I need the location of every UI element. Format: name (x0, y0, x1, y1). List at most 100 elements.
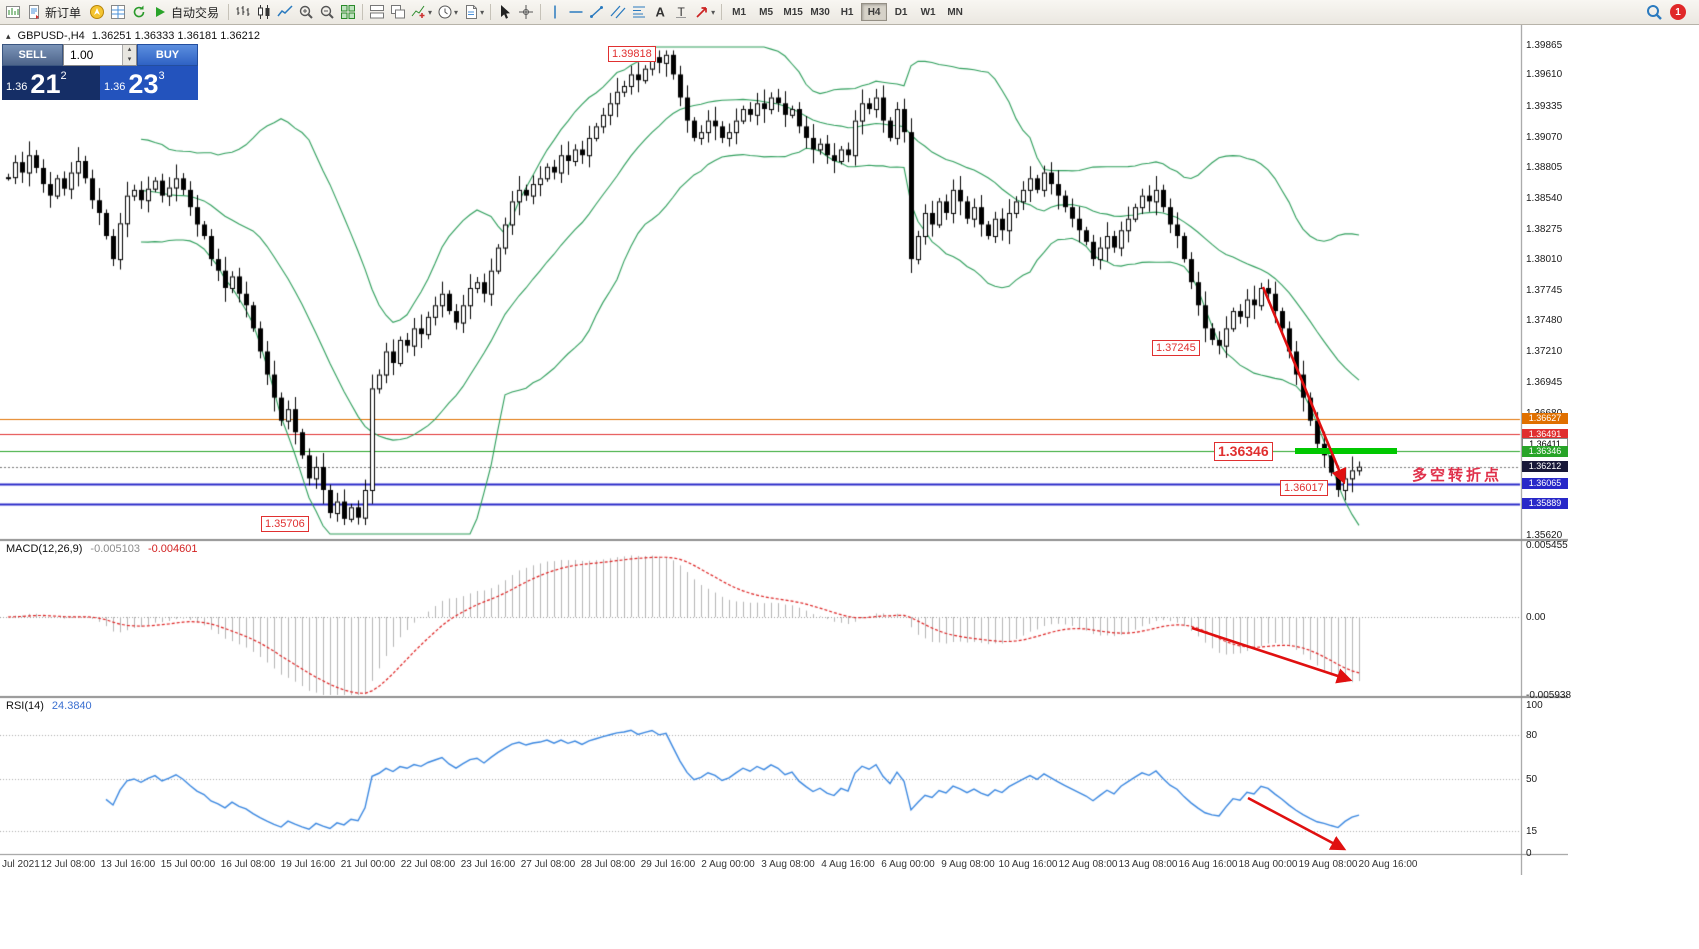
timeframe-m1[interactable]: M1 (732, 6, 747, 18)
navigator-icon[interactable] (129, 2, 149, 22)
crosshair-icon[interactable] (516, 2, 536, 22)
price-scale-label: 1.39335 (1526, 101, 1563, 113)
time-axis-label: 28 Jul 08:00 (580, 859, 636, 870)
time-axis-label: 12 Jul 08:00 (40, 859, 96, 870)
trade-controls-row: SELL ▴ ▾ BUY (2, 44, 198, 66)
toolbar: 新订单 自动交易 ▾ (0, 0, 1699, 25)
arrange-windows-icon[interactable] (367, 2, 387, 22)
price-annotation[interactable]: 1.36346 (1214, 442, 1273, 461)
price-scale-label: 1.38540 (1526, 192, 1563, 204)
timeframe-w1[interactable]: W1 (920, 6, 936, 18)
symbol-label: GBPUSD-,H4 (17, 30, 85, 42)
templates-icon[interactable]: ▾ (461, 2, 486, 22)
timeframe-toolbar: M1 M5 M15 M30 H1 H4 D1 W1 MN (726, 3, 968, 21)
periods-icon[interactable]: ▾ (435, 2, 460, 22)
price-scale-label: 1.36680 (1526, 408, 1562, 419)
volume-input[interactable] (64, 45, 122, 65)
time-axis-label: 19 Jul 16:00 (280, 859, 336, 870)
sell-price-pips: 21 (30, 69, 61, 99)
timeframe-m30[interactable]: M30 (810, 6, 830, 18)
support-zone-highlight[interactable] (1295, 448, 1397, 455)
new-order-button[interactable]: 新订单 (24, 2, 86, 22)
buy-price-display[interactable]: 1.36 23 3 (100, 66, 198, 100)
price-annotation[interactable]: 1.36017 (1280, 480, 1328, 496)
vertical-line-tool-icon[interactable] (545, 2, 565, 22)
timeframe-m5[interactable]: M5 (759, 6, 774, 18)
toolbar-right-group: 1 (1644, 2, 1696, 22)
toolbar-separator (362, 4, 364, 20)
new-chart-icon[interactable] (3, 2, 23, 22)
autotrading-label: 自动交易 (171, 5, 220, 20)
ohlc-values: 1.36251 1.36333 1.36181 1.36212 (91, 30, 260, 42)
toolbar-separator (490, 4, 492, 20)
timeframe-m15[interactable]: M15 (783, 6, 803, 18)
time-axis-label: 6 Aug 00:00 (881, 859, 935, 870)
price-tag: 1.36491 (1522, 428, 1568, 440)
indicators-icon[interactable]: ▾ (409, 2, 434, 22)
buy-button[interactable]: BUY (137, 44, 198, 66)
periods-caret-icon: ▾ (454, 7, 459, 17)
timeframe-h1[interactable]: H1 (840, 6, 854, 18)
tile-windows-icon[interactable] (338, 2, 358, 22)
collapse-trade-panel-icon[interactable]: ▴ (6, 30, 11, 41)
arrows-tool-icon[interactable]: ▾ (692, 2, 717, 22)
macd-name: MACD(12,26,9) (6, 543, 83, 555)
price-annotation[interactable]: 1.35706 (261, 516, 309, 532)
text-tool-icon[interactable]: A (650, 2, 670, 22)
macd-scale-label: 0.00 (1526, 612, 1546, 623)
price-annotation[interactable]: 1.37245 (1152, 340, 1200, 356)
compass-icon[interactable] (87, 2, 107, 22)
cursor-icon[interactable] (495, 2, 515, 22)
timeframe-mn[interactable]: MN (947, 6, 963, 18)
time-axis-label: 21 Jul 00:00 (340, 859, 396, 870)
rsi-label: RSI(14) 24.3840 (6, 700, 92, 712)
one-click-trading-panel: SELL ▴ ▾ BUY 1.36 21 2 1.36 23 3 (2, 44, 198, 100)
price-scale-label: 1.35620 (1526, 530, 1563, 541)
price-scale-label: 1.37480 (1526, 315, 1563, 327)
fibonacci-tool-icon[interactable] (629, 2, 649, 22)
zoom-out-icon[interactable] (317, 2, 337, 22)
cascade-windows-icon[interactable] (388, 2, 408, 22)
label-tool-icon[interactable]: T (671, 2, 691, 22)
time-axis-label: 16 Aug 16:00 (1178, 859, 1238, 870)
svg-text:T: T (678, 5, 686, 19)
channel-tool-icon[interactable] (608, 2, 628, 22)
notification-badge[interactable]: 1 (1670, 4, 1686, 20)
rsi-scale-label: 50 (1526, 774, 1538, 785)
trendline-tool-icon[interactable] (587, 2, 607, 22)
candlestick-mode-icon[interactable] (254, 2, 274, 22)
price-annotation[interactable]: 1.39818 (608, 46, 656, 62)
rsi-scale-label: 0 (1526, 848, 1532, 859)
market-watch-icon[interactable] (108, 2, 128, 22)
sell-button[interactable]: SELL (2, 44, 63, 66)
zoom-in-icon[interactable] (296, 2, 316, 22)
horizontal-line-tool-icon[interactable] (566, 2, 586, 22)
line-chart-mode-icon[interactable] (275, 2, 295, 22)
volume-up-button[interactable]: ▴ (123, 45, 136, 55)
autotrading-button[interactable]: 自动交易 (150, 2, 224, 22)
timeframe-d1[interactable]: D1 (894, 6, 908, 18)
price-scale-label: 1.37745 (1526, 284, 1563, 296)
price-tag: 1.36212 (1522, 461, 1568, 473)
templates-caret-icon: ▾ (480, 7, 485, 17)
time-axis-label: 16 Jul 08:00 (220, 859, 276, 870)
sell-price-prefix: 1.36 (6, 81, 28, 93)
sell-price-display[interactable]: 1.36 21 2 (2, 66, 100, 100)
toolbar-separator (228, 4, 230, 20)
toolbar-separator (540, 4, 542, 20)
time-axis-label: 22 Jul 08:00 (400, 859, 456, 870)
indicators-caret-icon: ▾ (428, 7, 433, 17)
macd-scale-label: -0.005938 (1526, 690, 1572, 701)
time-axis-label: 10 Aug 16:00 (998, 859, 1058, 870)
macd-scale-label: 0.005455 (1526, 540, 1568, 552)
volume-down-button[interactable]: ▾ (123, 55, 136, 65)
search-icon[interactable] (1644, 2, 1665, 22)
time-axis-label: 13 Jul 16:00 (100, 859, 156, 870)
timeframe-h4[interactable]: H4 (861, 3, 888, 21)
time-axis-label: 23 Jul 16:00 (460, 859, 516, 870)
price-tag: 1.36627 (1522, 413, 1568, 425)
turning-point-note[interactable]: 多空转折点 (1412, 467, 1503, 484)
buy-price-pipette: 3 (158, 70, 165, 82)
price-tag: 1.35889 (1522, 498, 1568, 510)
bar-chart-mode-icon[interactable] (233, 2, 253, 22)
